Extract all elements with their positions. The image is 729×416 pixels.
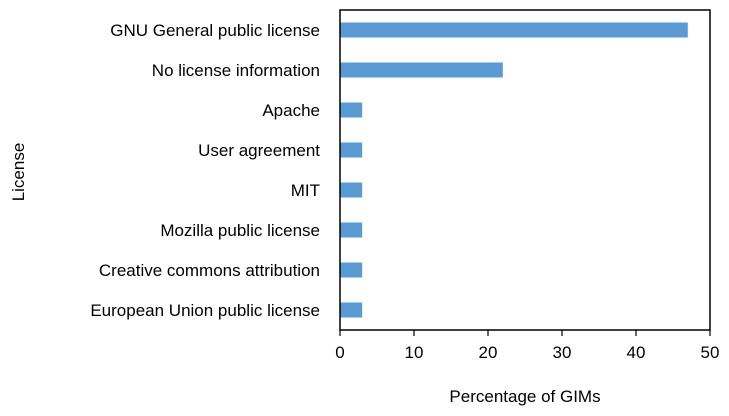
- x-axis-title: Percentage of GIMs: [449, 387, 600, 406]
- bar-4: [340, 142, 363, 158]
- category-label: European Union public license: [90, 301, 320, 320]
- category-label: User agreement: [198, 141, 320, 160]
- bar-5: [340, 182, 363, 198]
- plot-frame: [339, 9, 711, 331]
- category-label: MIT: [291, 181, 320, 200]
- x-tick-label: 30: [553, 343, 572, 362]
- category-label: Mozilla public license: [160, 221, 320, 240]
- x-tick-label: 10: [405, 343, 424, 362]
- bar-7: [340, 262, 363, 278]
- category-label: No license information: [152, 61, 320, 80]
- x-axis-ticks: 0 10 20 30 40 50: [335, 330, 719, 362]
- category-label: Creative commons attribution: [99, 261, 320, 280]
- x-tick-label: 20: [479, 343, 498, 362]
- bars-layer: [340, 22, 688, 318]
- category-label: Apache: [262, 101, 320, 120]
- y-axis-title: License: [9, 143, 28, 202]
- bar-6: [340, 222, 363, 238]
- bar-1: [340, 22, 688, 38]
- bar-2: [340, 62, 503, 78]
- x-tick-label: 40: [627, 343, 646, 362]
- category-labels: GNU General public license No license inf…: [90, 21, 320, 320]
- x-tick-label: 0: [335, 343, 344, 362]
- x-tick-label: 50: [701, 343, 720, 362]
- bar-3: [340, 102, 363, 118]
- category-label: GNU General public license: [110, 21, 320, 40]
- bar-8: [340, 302, 363, 318]
